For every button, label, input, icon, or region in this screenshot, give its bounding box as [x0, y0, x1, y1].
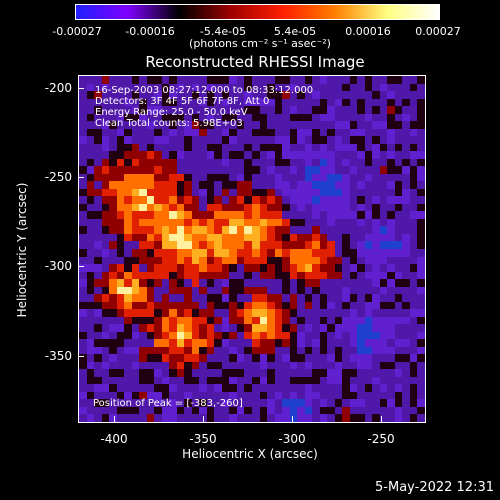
- colorbar: [75, 4, 440, 20]
- y-axis-label: Heliocentric Y (arcsec): [15, 182, 29, 318]
- y-tick-label: -200: [44, 81, 72, 95]
- x-tick-label: -250: [367, 432, 395, 446]
- colorbar-tick: 0.00027: [415, 25, 461, 38]
- colorbar-tick: -0.00016: [125, 25, 175, 38]
- x-tick-mark: [292, 416, 293, 422]
- image-title: Reconstructed RHESSI Image: [145, 53, 365, 71]
- x-tick-mark: [114, 416, 115, 422]
- image-pixel-grid: [79, 76, 425, 422]
- info-detectors: Detectors: 3F 4F 5F 6F 7F 8F, Att 0: [95, 96, 270, 107]
- y-tick-mark: [78, 177, 84, 178]
- x-tick-label: -400: [100, 432, 128, 446]
- plot-frame: [78, 75, 426, 423]
- colorbar-unit-label: (photons cm⁻² s⁻¹ asec⁻²): [189, 37, 331, 50]
- colorbar-tick: 0.00016: [345, 25, 391, 38]
- colorbar-tick: 5.4e-05: [273, 25, 317, 38]
- y-tick-mark: [78, 266, 84, 267]
- x-axis-label: Heliocentric X (arcsec): [182, 447, 318, 461]
- x-tick-mark: [381, 416, 382, 422]
- x-tick-label: -300: [278, 432, 306, 446]
- y-tick-mark: [78, 356, 84, 357]
- info-time-range: 16-Sep-2003 08:27:12.000 to 08:33:12.000: [95, 85, 314, 96]
- y-tick-mark: [78, 88, 84, 89]
- info-total-counts: Clean Total counts: 5.98E+03: [95, 118, 243, 129]
- info-energy-range: Energy Range: 25.0 - 50.0 keV: [95, 107, 248, 118]
- colorbar-tick: -5.4e-05: [199, 25, 247, 38]
- y-tick-label: -300: [44, 259, 72, 273]
- colorbar-tick: -0.00027: [52, 25, 102, 38]
- y-tick-label: -250: [44, 170, 72, 184]
- rhessi-image: [79, 76, 425, 422]
- x-tick-label: -350: [189, 432, 217, 446]
- x-tick-mark: [203, 416, 204, 422]
- date-stamp: 5-May-2022 12:31: [375, 480, 494, 495]
- y-tick-label: -350: [44, 349, 72, 363]
- info-peak-position: Position of Peak = [-383,-260]: [93, 398, 243, 409]
